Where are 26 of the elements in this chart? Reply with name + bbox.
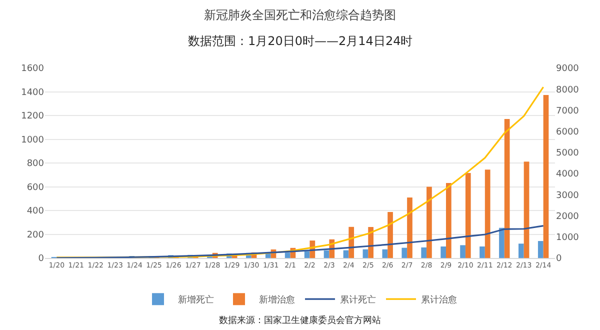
y2-tick-label: 1000 bbox=[556, 233, 580, 244]
y2-tick-label: 8000 bbox=[556, 85, 580, 96]
legend-label: 累计死亡 bbox=[340, 294, 376, 306]
y2-tick-label: 3000 bbox=[556, 190, 580, 201]
legend-label: 新增死亡 bbox=[178, 294, 214, 306]
y-tick-label: 200 bbox=[26, 230, 44, 240]
legend-label: 累计治愈 bbox=[421, 294, 457, 306]
y-tick-label: 1200 bbox=[21, 112, 44, 122]
y-tick-label: 1400 bbox=[21, 88, 44, 98]
y-tick-label: 1000 bbox=[21, 135, 44, 146]
y2-tick-label: 4000 bbox=[556, 170, 580, 180]
legend-label: 新增治愈 bbox=[259, 294, 295, 306]
source-note: 数据来源：国家卫生健康委员会官方网站 bbox=[219, 315, 381, 326]
y2-tick-label: 2000 bbox=[556, 212, 580, 222]
y-tick-label: 0 bbox=[38, 254, 44, 264]
chart-subtitle: 数据范围：1月20日0时——2月14日24时 bbox=[188, 34, 413, 48]
y2-tick-label: 6000 bbox=[556, 127, 580, 138]
y2-tick-label: 7000 bbox=[556, 106, 580, 116]
y-tick-label: 400 bbox=[26, 206, 44, 217]
y-tick-label: 600 bbox=[26, 182, 44, 193]
y2-tick-label: 9000 bbox=[556, 64, 580, 74]
y2-tick-label: 0 bbox=[556, 254, 562, 264]
chart-title: 新冠肺炎全国死亡和治愈综合趋势图 bbox=[204, 8, 396, 22]
y2-tick-label: 5000 bbox=[556, 148, 580, 159]
y-tick-label: 1600 bbox=[21, 64, 44, 74]
y-tick-label: 800 bbox=[26, 159, 44, 170]
